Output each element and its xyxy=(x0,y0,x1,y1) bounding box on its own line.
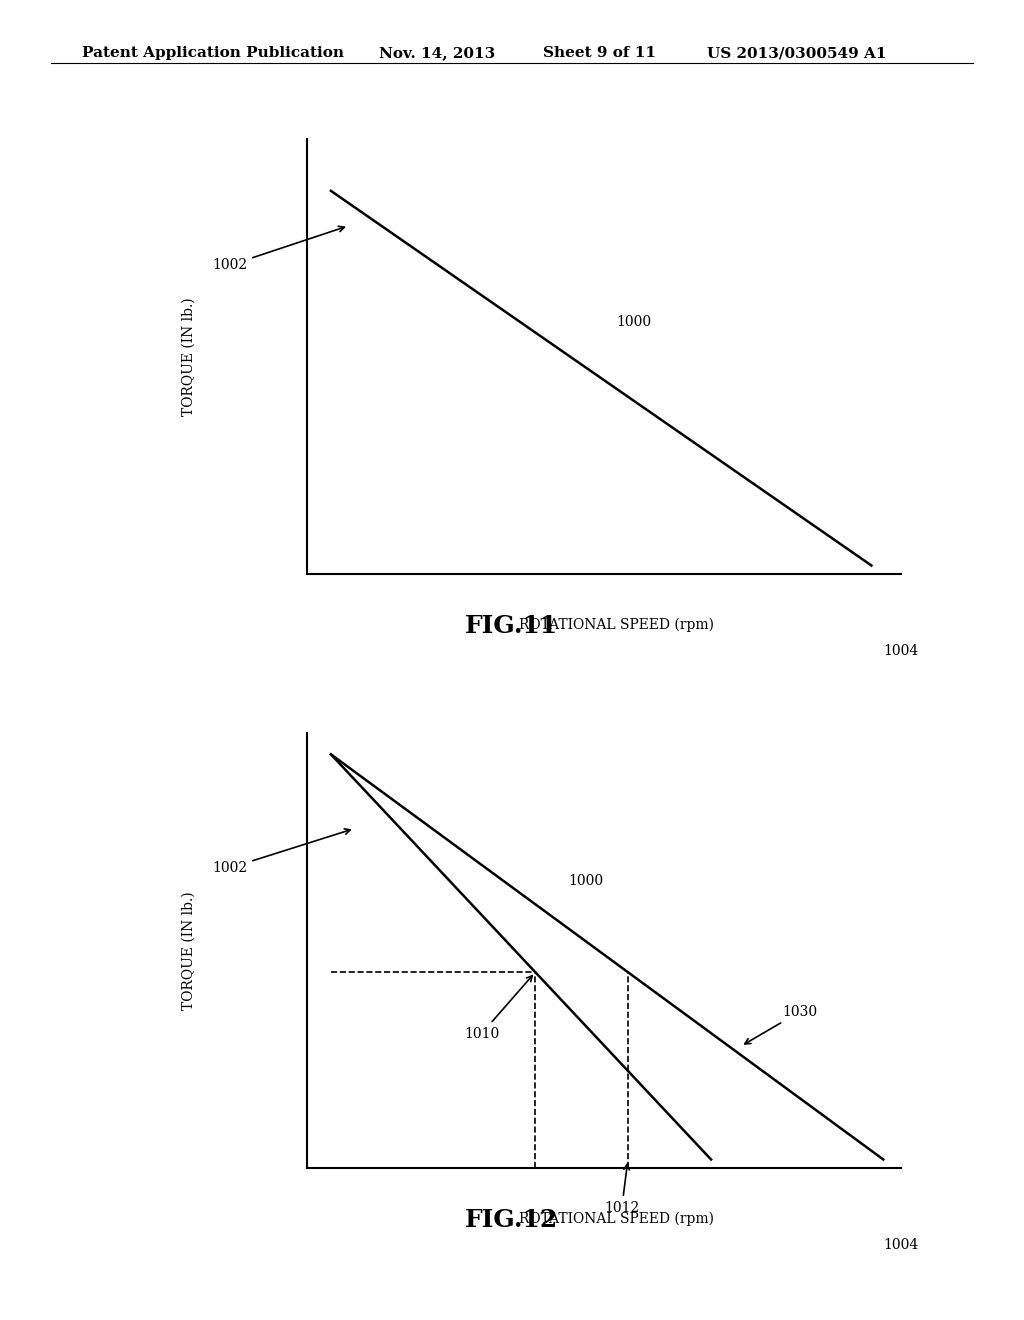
Text: Nov. 14, 2013: Nov. 14, 2013 xyxy=(379,46,496,61)
Text: 1010: 1010 xyxy=(464,975,532,1040)
Text: FIG.12: FIG.12 xyxy=(465,1208,559,1232)
Text: Patent Application Publication: Patent Application Publication xyxy=(82,46,344,61)
Text: 1002: 1002 xyxy=(212,829,350,875)
Text: US 2013/0300549 A1: US 2013/0300549 A1 xyxy=(707,46,886,61)
Text: TORQUE (IN lb.): TORQUE (IN lb.) xyxy=(181,297,196,416)
Text: 1004: 1004 xyxy=(884,1238,919,1251)
Text: 1002: 1002 xyxy=(212,226,344,272)
Text: 1000: 1000 xyxy=(616,315,651,329)
Text: 1004: 1004 xyxy=(884,644,919,657)
Text: 1012: 1012 xyxy=(604,1164,639,1214)
Text: ROTATIONAL SPEED (rpm): ROTATIONAL SPEED (rpm) xyxy=(518,618,714,632)
Text: Sheet 9 of 11: Sheet 9 of 11 xyxy=(543,46,655,61)
Text: FIG.11: FIG.11 xyxy=(465,614,559,638)
Text: 1000: 1000 xyxy=(568,874,604,888)
Text: ROTATIONAL SPEED (rpm): ROTATIONAL SPEED (rpm) xyxy=(518,1212,714,1226)
Text: 1030: 1030 xyxy=(744,1005,817,1044)
Text: TORQUE (IN lb.): TORQUE (IN lb.) xyxy=(181,891,196,1010)
